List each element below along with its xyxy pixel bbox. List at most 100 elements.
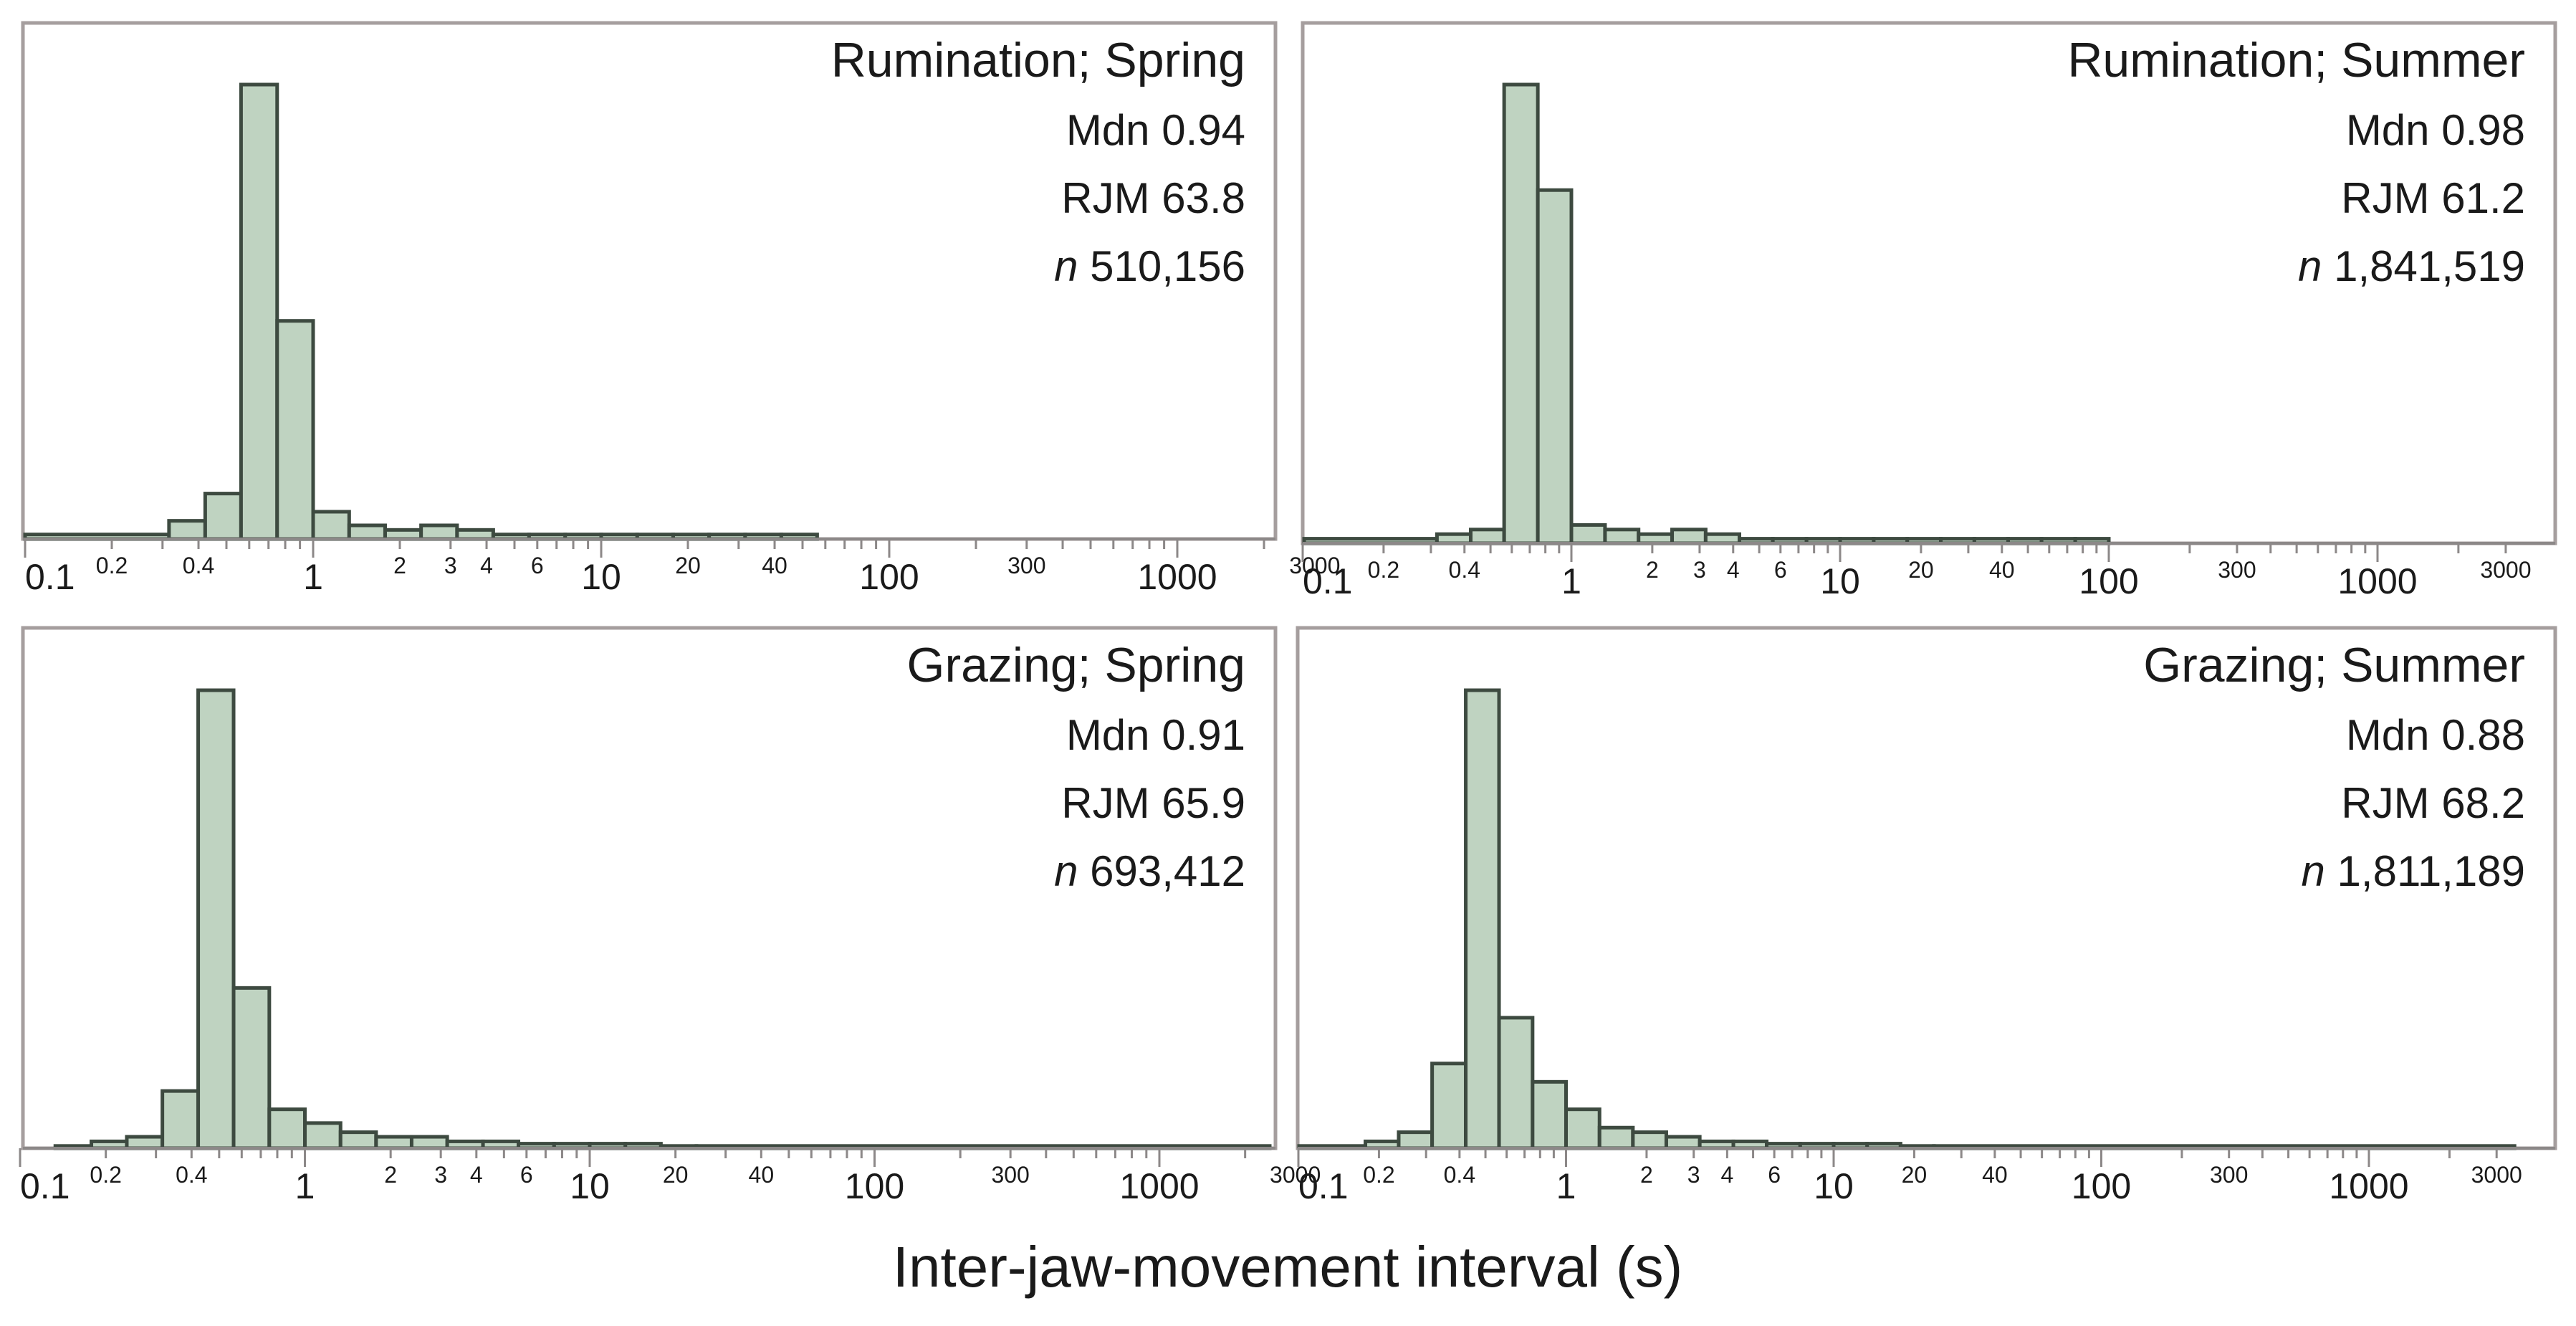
histogram-bar [1468, 528, 1506, 545]
histogram-bar [1631, 1130, 1668, 1150]
median-stat: Mdn 0.98 [2346, 106, 2525, 154]
histogram-bar [1670, 528, 1708, 545]
median-stat: Mdn 0.88 [2346, 711, 2525, 759]
x-tick-label-major: 1000 [2337, 561, 2417, 601]
x-tick-label-major: 100 [859, 557, 919, 597]
histogram-bar [374, 1135, 413, 1150]
panel-title: Grazing; Summer [2143, 638, 2525, 692]
histogram-bar [409, 1135, 449, 1150]
histogram-bar [267, 1107, 307, 1150]
x-tick-label-minor: 0.4 [183, 553, 214, 578]
x-tick-label-minor: 2 [384, 1162, 397, 1188]
median-stat: Mdn 0.94 [1066, 106, 1245, 154]
histogram-bar [303, 1121, 343, 1150]
histogram-bar [1569, 523, 1607, 545]
histogram-bar [203, 492, 243, 541]
x-tick-label-major: 0.1 [25, 557, 75, 597]
histogram-bar [125, 1135, 165, 1150]
n-stat: n 1,841,519 [2298, 242, 2525, 290]
x-tick-label-minor: 0.4 [1444, 1162, 1475, 1188]
x-tick-label-minor: 300 [2218, 557, 2256, 583]
x-tick-label-major: 0.1 [1298, 1166, 1349, 1206]
histogram-bar [347, 523, 387, 541]
histogram-bar [338, 1130, 378, 1150]
panel-0: 0.1 1 10 100 1000 0.2 0.4 2 3 4 6 20 40 300 3000 Rumina… [21, 21, 1340, 597]
panel-3: 0.1 1 10 100 1000 0.2 0.4 2 3 4 6 20 40 300 3000 Grazin… [1296, 626, 2557, 1206]
n-stat: n 510,156 [1054, 242, 1245, 290]
median-stat: Mdn 0.91 [1066, 711, 1245, 759]
x-tick-label-major: 0.1 [20, 1166, 70, 1206]
rjm-stat: RJM 65.9 [1061, 779, 1245, 827]
histogram-bar [1597, 1125, 1635, 1150]
rjm-stat: RJM 63.8 [1061, 174, 1245, 222]
x-tick-label-minor: 20 [663, 1162, 689, 1188]
histogram-bar [1564, 1107, 1601, 1150]
x-tick-label-minor: 2 [1646, 557, 1659, 583]
x-tick-label-minor: 2 [393, 553, 406, 578]
x-tick-label-minor: 3000 [2480, 557, 2531, 583]
x-tick-label-major: 1 [1561, 561, 1581, 601]
x-tick-label-minor: 300 [1007, 553, 1045, 578]
x-tick-label-major: 10 [570, 1166, 610, 1206]
x-tick-label-major: 10 [1820, 561, 1860, 601]
histogram-bar [1531, 1079, 1569, 1150]
x-tick-label-minor: 4 [1727, 557, 1740, 583]
x-tick-label-minor: 4 [480, 553, 493, 578]
x-tick-label-minor: 3 [444, 553, 457, 578]
histogram-bar [196, 688, 236, 1150]
x-tick-label-minor: 6 [520, 1162, 533, 1188]
x-tick-label-major: 100 [845, 1166, 904, 1206]
histogram-bar [239, 82, 279, 541]
x-tick-label-major: 0.1 [1303, 561, 1353, 601]
x-tick-label-minor: 20 [1908, 557, 1934, 583]
histogram-bar [1397, 1130, 1435, 1150]
x-tick-label-minor: 3 [434, 1162, 447, 1188]
x-tick-label-minor: 0.2 [90, 1162, 121, 1188]
x-tick-label-major: 1 [295, 1166, 315, 1206]
x-tick-label-minor: 4 [470, 1162, 483, 1188]
x-tick-label-major: 100 [2072, 1166, 2131, 1206]
histogram-bar [1536, 188, 1574, 545]
panel-1: 0.1 1 10 100 1000 0.2 0.4 2 3 4 6 20 40 300 3000 Rumina… [1301, 21, 2557, 601]
panel-title: Grazing; Spring [907, 638, 1245, 692]
x-tick-label-minor: 20 [675, 553, 701, 578]
x-tick-label-major: 1 [303, 557, 323, 597]
histogram-bar [1430, 1062, 1468, 1150]
x-tick-label-minor: 40 [1982, 1162, 2008, 1188]
x-tick-label-minor: 40 [1989, 557, 2015, 583]
histogram-bar [231, 986, 272, 1150]
x-tick-label-minor: 6 [531, 553, 544, 578]
x-tick-label-major: 10 [1814, 1166, 1854, 1206]
x-tick-label-minor: 20 [1902, 1162, 1928, 1188]
histogram-bar [275, 319, 315, 541]
panel-frame [21, 21, 1278, 541]
histogram-bar [1502, 82, 1540, 545]
x-tick-label-major: 1000 [2329, 1166, 2408, 1206]
histogram-bar [1603, 528, 1641, 545]
x-tick-label-minor: 40 [749, 1162, 775, 1188]
histogram-bar [1464, 688, 1501, 1150]
x-tick-label-minor: 0.2 [1363, 1162, 1394, 1188]
x-tick-label-minor: 6 [1768, 1162, 1781, 1188]
x-tick-label-minor: 3000 [1289, 553, 1340, 578]
x-tick-label-minor: 6 [1774, 557, 1787, 583]
x-axis-label: Inter-jaw-movement interval (s) [893, 1235, 1683, 1299]
panel-2: 0.1 1 10 100 1000 0.2 0.4 2 3 4 6 20 40 300 3000 Grazin… [19, 626, 1321, 1206]
x-tick-label-major: 1000 [1137, 557, 1217, 597]
x-tick-label-major: 1 [1556, 1166, 1576, 1206]
rjm-stat: RJM 61.2 [2341, 174, 2525, 222]
panel-title: Rumination; Summer [2067, 33, 2525, 87]
x-tick-label-minor: 3 [1693, 557, 1706, 583]
n-stat: n 693,412 [1054, 847, 1245, 895]
x-tick-label-minor: 300 [991, 1162, 1029, 1188]
x-tick-label-minor: 300 [2210, 1162, 2248, 1188]
histogram-bar [161, 1089, 201, 1150]
x-tick-label-minor: 3 [1687, 1162, 1700, 1188]
x-tick-label-minor: 0.2 [96, 553, 128, 578]
histogram-bar [419, 523, 459, 541]
histogram-bar [1664, 1135, 1702, 1150]
rjm-stat: RJM 68.2 [2341, 779, 2525, 827]
x-tick-label-minor: 40 [762, 553, 787, 578]
x-tick-label-minor: 0.4 [1449, 557, 1480, 583]
